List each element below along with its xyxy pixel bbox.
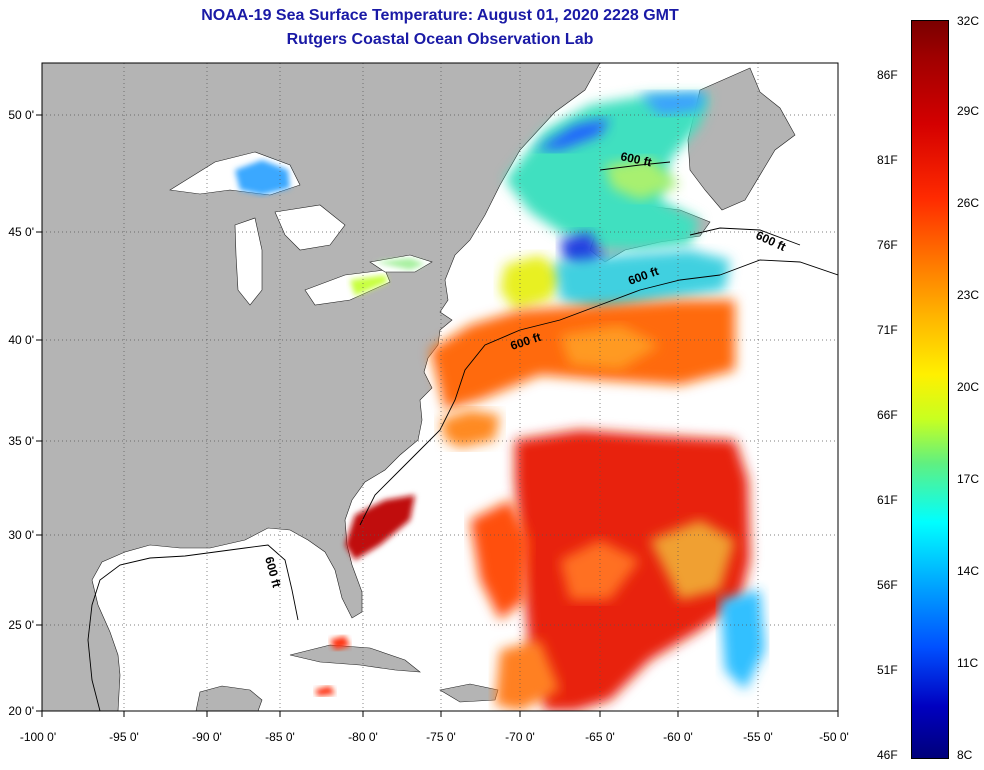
colorbar-fahrenheit-label: 71F bbox=[877, 323, 898, 337]
lake-superior-sst bbox=[235, 160, 290, 195]
x-tick-label: -85 0' bbox=[265, 730, 295, 744]
colorbar-celsius-label: 26C bbox=[957, 196, 980, 210]
colorbar-celsius-label: 23C bbox=[957, 288, 980, 302]
land-yucatan bbox=[195, 685, 263, 711]
colorbar-fahrenheit-label: 51F bbox=[877, 663, 898, 677]
land-north-america bbox=[42, 63, 601, 711]
y-tick-label: 40 0' bbox=[8, 333, 34, 347]
colorbar-fahrenheit-label: 86F bbox=[877, 68, 898, 82]
colorbar-celsius-label: 8C bbox=[957, 748, 973, 762]
colorbar-celsius-label: 17C bbox=[957, 472, 980, 486]
colorbar-celsius-label: 14C bbox=[957, 564, 980, 578]
colorbar-fahrenheit-label: 46F bbox=[877, 748, 898, 762]
x-tick-label: -95 0' bbox=[109, 730, 139, 744]
contour-label: 600 ft bbox=[619, 149, 653, 169]
colorbar-celsius-label: 20C bbox=[957, 380, 980, 394]
colorbar-fahrenheit-label: 81F bbox=[877, 153, 898, 167]
axis-ticks bbox=[36, 114, 839, 717]
y-tick-label: 35 0' bbox=[8, 434, 34, 448]
map-subtitle: Rutgers Coastal Ocean Observation Lab bbox=[286, 31, 594, 48]
x-tick-label: -50 0' bbox=[819, 730, 849, 744]
x-tick-label: -90 0' bbox=[192, 730, 222, 744]
colorbar-fahrenheit-label: 61F bbox=[877, 493, 898, 507]
temperature-colorbar bbox=[911, 20, 949, 759]
x-tick-label: -100 0' bbox=[20, 730, 56, 744]
colorbar-fahrenheit-label: 56F bbox=[877, 578, 898, 592]
y-tick-label: 50 0' bbox=[8, 108, 34, 122]
sst-field bbox=[315, 92, 765, 711]
map-frame bbox=[41, 62, 839, 712]
x-tick-label: -55 0' bbox=[743, 730, 773, 744]
y-tick-label: 25 0' bbox=[8, 618, 34, 632]
isobath-600ft bbox=[87, 161, 838, 711]
y-tick-label: 20 0' bbox=[8, 704, 34, 718]
lake-ontario-sst bbox=[375, 258, 425, 270]
colorbar-fahrenheit-label: 66F bbox=[877, 408, 898, 422]
x-tick-label: -60 0' bbox=[663, 730, 693, 744]
colorbar-celsius-label: 29C bbox=[957, 104, 980, 118]
colorbar-celsius-label: 11C bbox=[957, 656, 979, 670]
x-tick-label: -75 0' bbox=[426, 730, 456, 744]
colorbar-celsius-label: 32C bbox=[957, 14, 980, 28]
x-tick-label: -70 0' bbox=[505, 730, 535, 744]
lake-erie-sst bbox=[350, 275, 388, 296]
y-tick-label: 45 0' bbox=[8, 225, 34, 239]
x-axis-labels: -100 0' -95 0' -90 0' -85 0' -80 0' -75 … bbox=[20, 730, 849, 744]
map-title: NOAA-19 Sea Surface Temperature: August … bbox=[201, 7, 679, 24]
x-tick-label: -80 0' bbox=[348, 730, 378, 744]
graticule bbox=[42, 63, 838, 711]
x-tick-label: -65 0' bbox=[585, 730, 615, 744]
colorbar-fahrenheit-label: 76F bbox=[877, 238, 898, 252]
y-axis-labels: 50 0' 45 0' 40 0' 35 0' 30 0' 25 0' 20 0… bbox=[8, 108, 34, 718]
y-tick-label: 30 0' bbox=[8, 528, 34, 542]
